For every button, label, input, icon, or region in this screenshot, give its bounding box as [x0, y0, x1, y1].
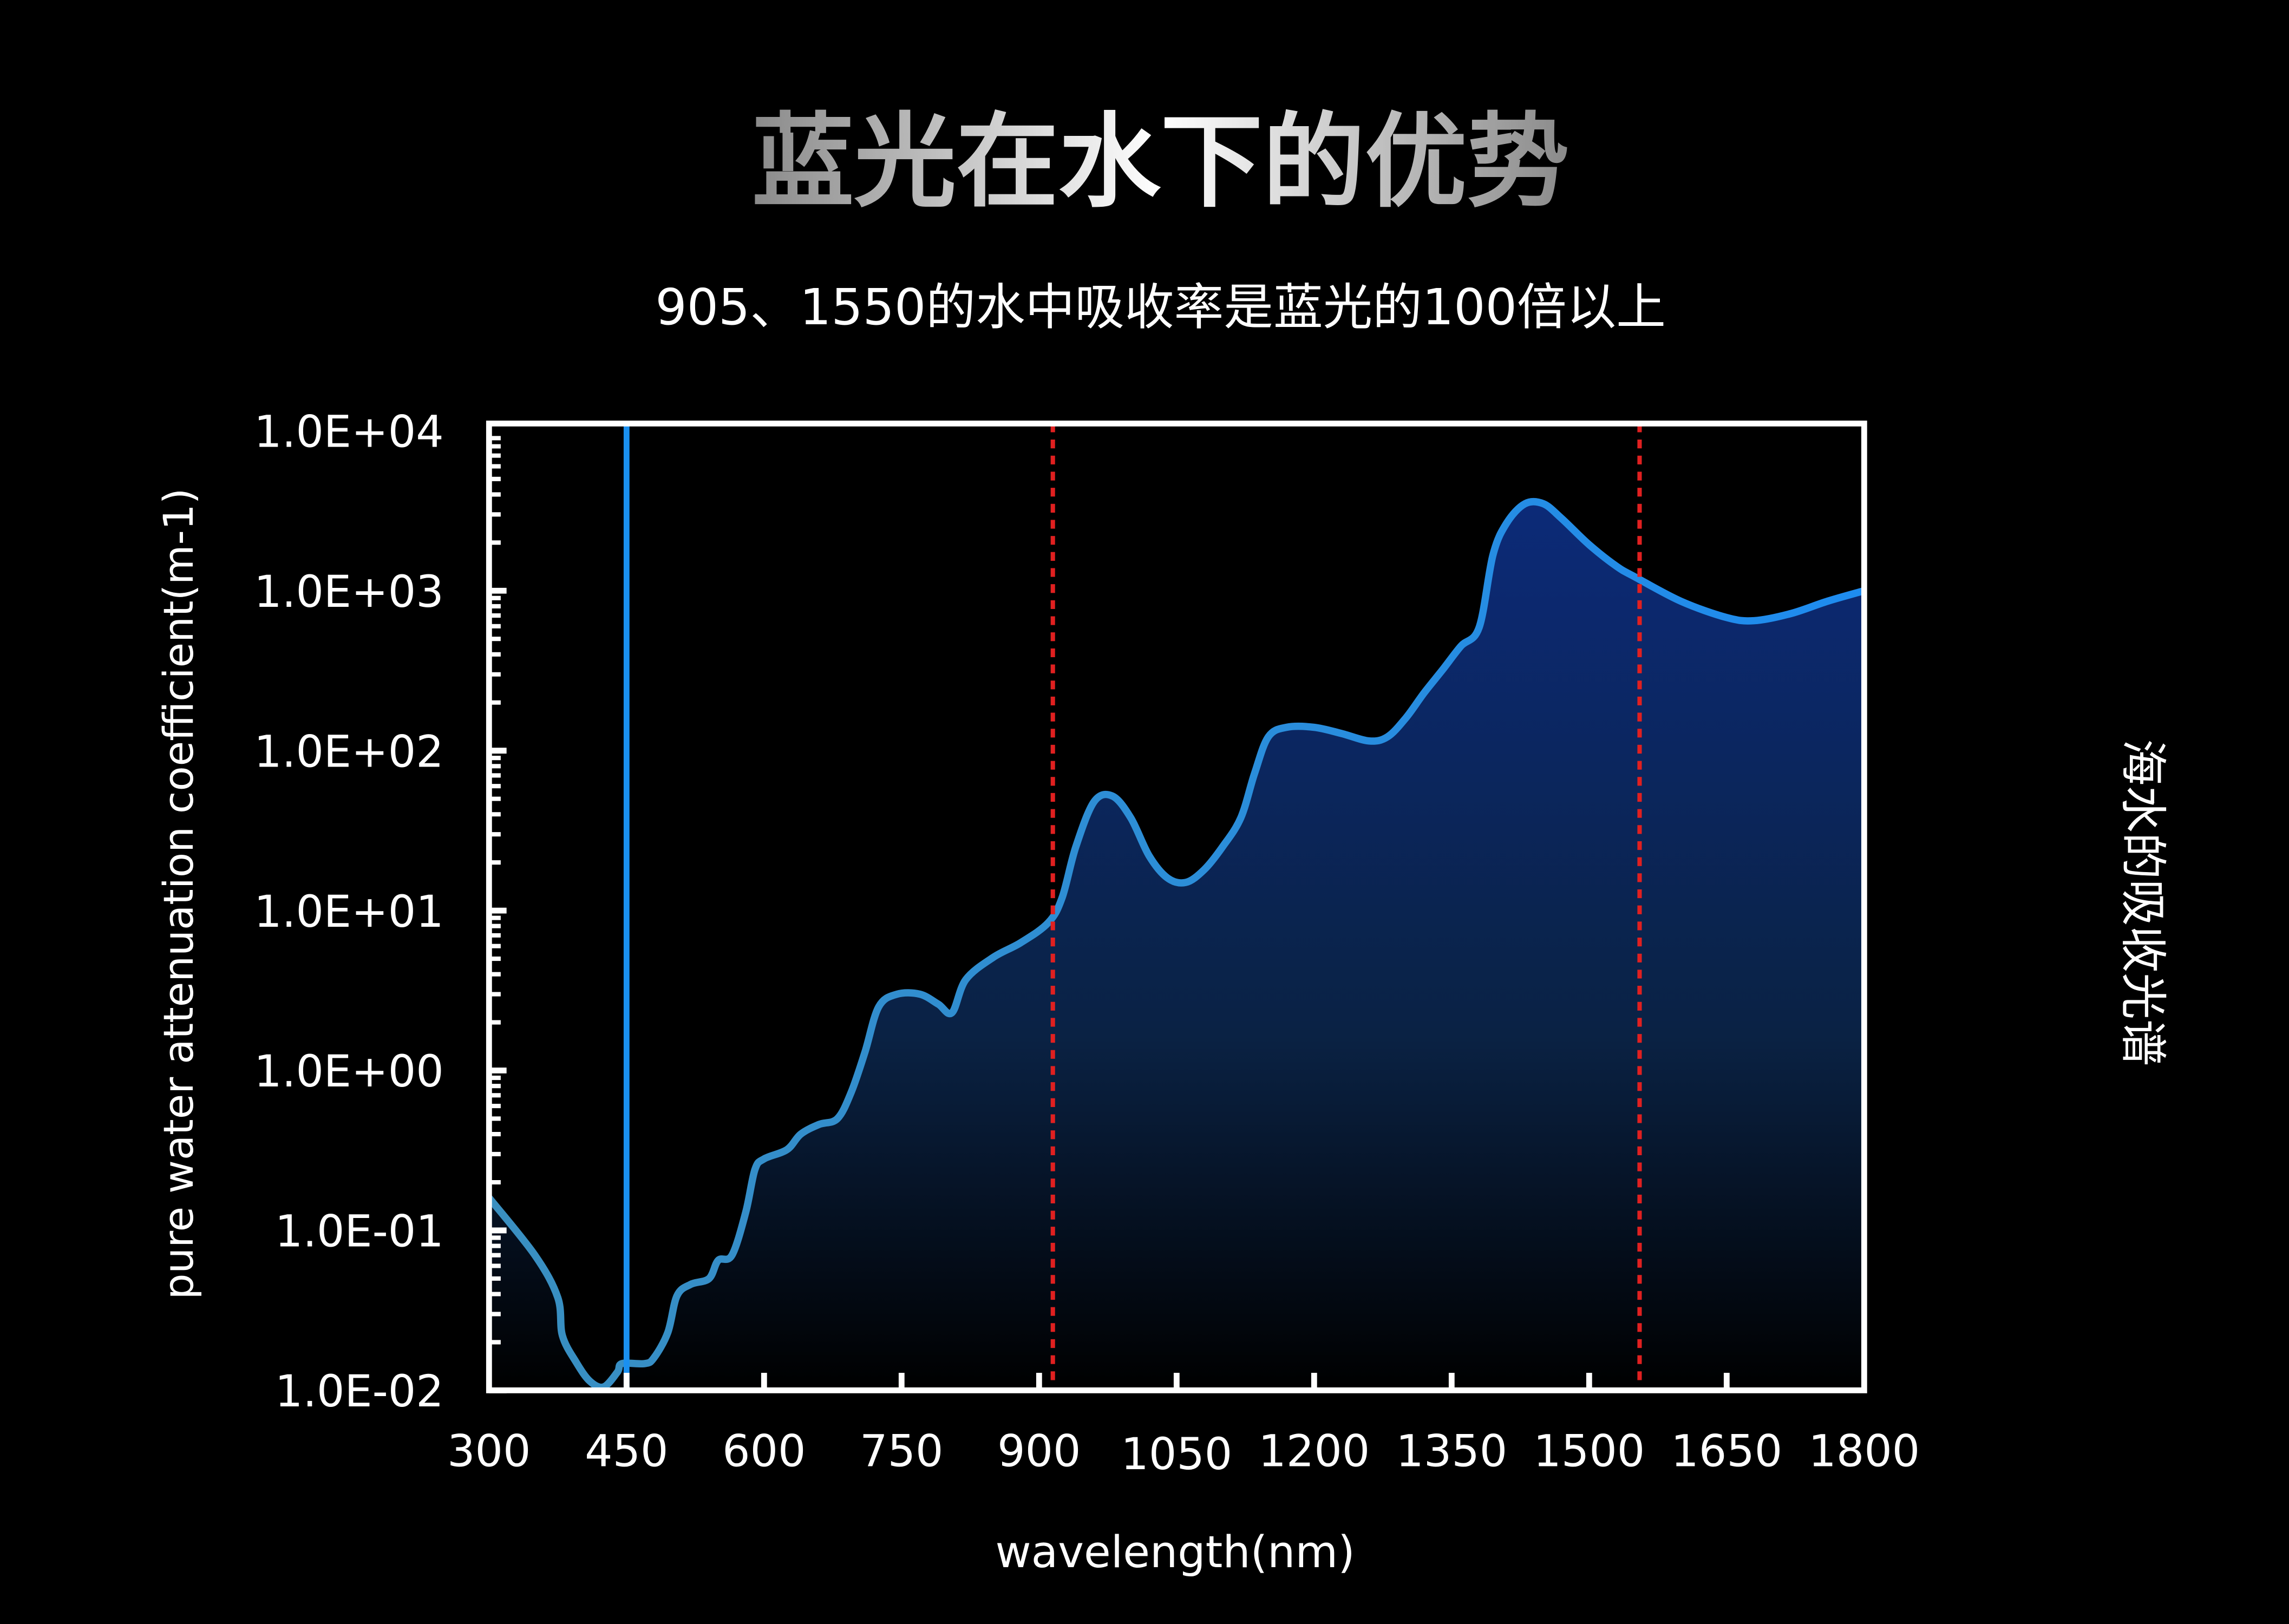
x-tick-label: 600: [722, 1426, 806, 1477]
x-axis-label: wavelength(nm): [995, 1527, 1355, 1578]
y-tick-label: 1.0E+01: [254, 887, 443, 938]
x-tick-label: 1350: [1396, 1426, 1507, 1477]
x-tick-label: 450: [585, 1426, 668, 1477]
x-tick-label: 900: [997, 1426, 1081, 1477]
x-tick-label: 750: [860, 1426, 943, 1477]
area-fill: [489, 501, 1865, 1391]
series-line: [489, 497, 1865, 1391]
y-tick-label: 1.0E-01: [275, 1207, 444, 1258]
y-tick-label: 1.0E+03: [254, 567, 443, 618]
x-tick-label: 1200: [1258, 1426, 1370, 1477]
x-tick-label: 1050: [1121, 1429, 1232, 1480]
chart-subtitle: 905、1550的水中吸收率是蓝光的100倍以上: [655, 278, 1665, 336]
x-tick-label: 300: [447, 1426, 531, 1477]
y-tick-label: 1.0E+02: [254, 726, 443, 777]
x-tick-label: 1800: [1808, 1426, 1920, 1477]
x-tick-label: 1650: [1671, 1426, 1782, 1477]
x-tick-label: 1500: [1533, 1426, 1645, 1477]
plot-frame: [486, 420, 1867, 1393]
y-tick-label: 1.0E+00: [254, 1046, 443, 1097]
y-tick-label: 1.0E+04: [254, 407, 443, 458]
chart-title: 蓝光在水下的优势: [752, 102, 1569, 221]
right-label: 海水的吸收光谱: [2116, 739, 2170, 1066]
y-axis-label: pure water attenuation coefficient(m-1): [155, 488, 202, 1300]
y-tick-label: 1.0E-02: [275, 1366, 444, 1417]
